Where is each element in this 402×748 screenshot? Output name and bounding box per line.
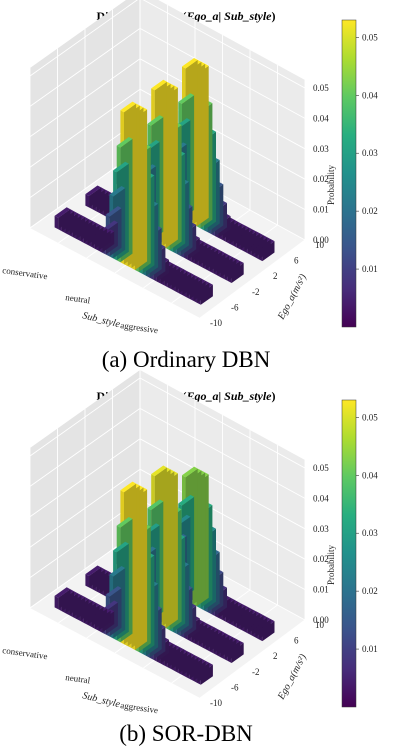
title-part: ) [272, 9, 276, 23]
chart-panel-2: Distribution of P(Ego_a| Sub_style)0.050… [2, 370, 378, 746]
x-tick-label: conservative [2, 265, 48, 281]
bar-face-front [54, 595, 59, 610]
x-axis-label: Sub_style [81, 690, 121, 710]
colorbar-tick-label: 0.03 [362, 148, 378, 158]
bar-face-top [178, 93, 195, 104]
y-tick-label: -2 [252, 287, 260, 297]
bar-face-top [178, 494, 195, 506]
y-tick-label: -2 [252, 667, 260, 677]
bar-face-top [116, 517, 133, 528]
z-tick-label: 0.04 [313, 493, 329, 503]
chart-panel-1: Distribution of P(Ego_a| Sub_style)0.050… [2, 0, 378, 372]
z-tick-label: 0.03 [313, 524, 329, 534]
title-part: | [219, 389, 225, 403]
title-part: ) [272, 389, 276, 403]
z-axis-label: Probability [326, 165, 336, 205]
y-tick-label: 6 [294, 256, 299, 266]
x-tick-label: aggressive [120, 320, 159, 335]
colorbar [341, 19, 357, 328]
y-tick-label: -6 [231, 302, 239, 312]
z-axis-label: Probability [326, 545, 336, 585]
figure-caption: (a) Ordinary DBN [102, 347, 271, 372]
bar-face-side [58, 209, 71, 230]
y-axis-label: Ego_a(m/s²) [275, 652, 309, 702]
z-tick-label: 0.05 [313, 463, 329, 473]
bar-neutral [85, 565, 102, 588]
z-tick-label: 0.00 [313, 615, 329, 625]
bar-conservative [54, 587, 71, 610]
z-tick-label: 0.00 [313, 235, 329, 245]
bar-face-top [120, 101, 137, 113]
colorbar-tick-label: 0.03 [362, 528, 378, 538]
y-tick-label: -10 [210, 318, 222, 328]
bar-face-top [54, 207, 71, 218]
bar-face-front [85, 194, 90, 208]
x-axis-label: Sub_style [81, 310, 121, 330]
z-tick-label: 0.02 [313, 174, 329, 184]
x-tick-label: neutral [65, 292, 92, 305]
gridline [199, 239, 306, 319]
z-tick-label: 0.03 [313, 144, 329, 154]
y-tick-label: 2 [273, 651, 278, 661]
y-axis-label: Ego_a(m/s²) [275, 272, 309, 322]
bar-face-top [151, 79, 167, 91]
x-tick-label: aggressive [120, 700, 159, 715]
bar-face-top [182, 466, 198, 478]
title-part: | [219, 9, 225, 23]
gridline [199, 619, 306, 699]
colorbar-tick-label: 0.04 [362, 470, 378, 480]
colorbar [341, 399, 357, 708]
bar-face-side [58, 589, 71, 610]
bar-face-top [147, 115, 164, 126]
y-tick-label: 10 [315, 240, 325, 250]
z-tick-label: 0.01 [313, 585, 329, 595]
colorbar-tick-label: 0.02 [362, 206, 378, 216]
y-tick-label: -6 [231, 682, 239, 692]
bar-conservative [54, 207, 71, 230]
bar-face-top [85, 565, 102, 576]
x-tick-label: neutral [65, 672, 92, 685]
x-tick-label: conservative [2, 645, 48, 661]
bar-neutral [85, 185, 102, 208]
bar-face-top [105, 206, 122, 217]
bar-face-front [54, 215, 59, 230]
colorbar-tick-label: 0.05 [362, 412, 378, 422]
bar-face-top [54, 587, 71, 598]
bar-face-top [151, 465, 167, 477]
bar-face-top [109, 566, 126, 577]
colorbar-tick-label: 0.01 [362, 644, 378, 654]
y-tick-label: 2 [273, 271, 278, 281]
z-tick-label: 0.02 [313, 554, 329, 564]
bar-face-top [105, 586, 122, 597]
bar-face-side [89, 567, 102, 588]
title-part: Sub_style [224, 389, 272, 403]
bar-face-side [89, 187, 102, 208]
z-tick-label: 0.05 [313, 83, 329, 93]
z-tick-label: 0.01 [313, 205, 329, 215]
colorbar-tick-label: 0.02 [362, 586, 378, 596]
bar-face-top [113, 541, 129, 553]
bar-face-top [113, 161, 129, 173]
bar-face-top [85, 185, 102, 196]
bar-face-front [85, 574, 90, 588]
bar-face-top [182, 58, 198, 69]
colorbar-tick-label: 0.04 [362, 90, 378, 100]
colorbar-tick-label: 0.01 [362, 264, 378, 274]
bar-face-top [120, 481, 137, 493]
bar-face-top [109, 186, 126, 197]
y-tick-label: 6 [294, 636, 299, 646]
z-tick-label: 0.04 [313, 113, 329, 123]
y-tick-label: -10 [210, 698, 222, 708]
title-part: Sub_style [224, 9, 272, 23]
bar-face-top [116, 137, 133, 148]
colorbar-tick-label: 0.05 [362, 32, 378, 42]
y-tick-label: 10 [315, 620, 325, 630]
bar-face-top [147, 499, 164, 510]
figure-caption: (b) SOR-DBN [119, 721, 253, 746]
